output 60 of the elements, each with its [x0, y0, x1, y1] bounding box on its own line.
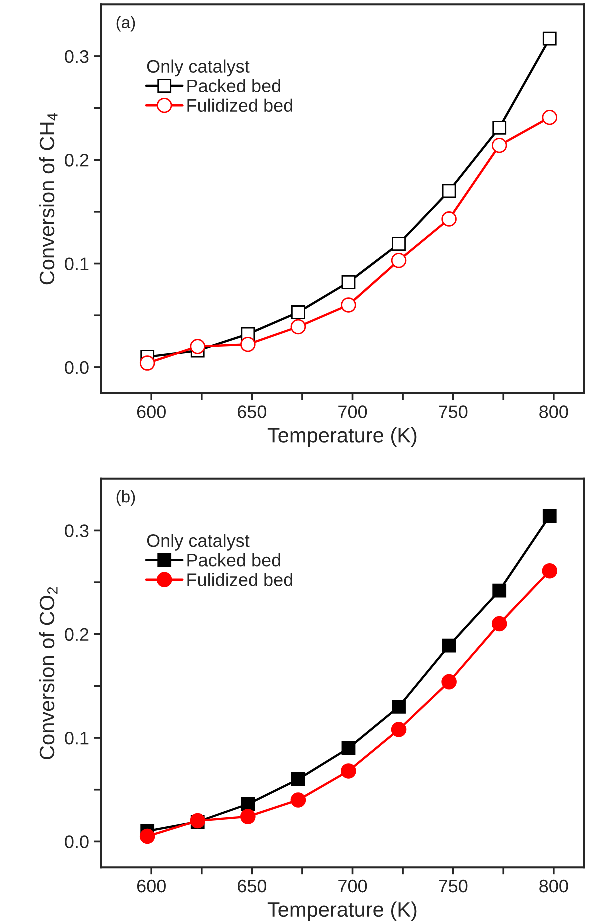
- x-tick-label: 800: [540, 880, 568, 893]
- x-tick-label: 800: [540, 406, 568, 418]
- point: [442, 674, 457, 690]
- point: [342, 275, 356, 290]
- point: [542, 564, 558, 579]
- legend-label: Fulidized bed: [188, 98, 292, 112]
- point: [391, 722, 407, 738]
- point: [292, 306, 306, 320]
- legend-title: Only catalyst: [147, 534, 250, 551]
- x-axis-title: Temperature (K): [268, 428, 417, 447]
- y-tick-label: 0.2: [65, 628, 89, 642]
- point: [442, 184, 456, 198]
- point: [241, 797, 256, 812]
- point: [341, 764, 356, 779]
- point: [542, 509, 557, 524]
- y-axis-title: Conversion of CO$_{2}$: [39, 587, 58, 760]
- x-tick-label: 650: [238, 880, 267, 893]
- point: [342, 741, 356, 756]
- point: [190, 339, 206, 354]
- x-tick-label: 600: [137, 406, 166, 418]
- point: [392, 700, 406, 714]
- point: [442, 638, 456, 653]
- y-tick-label: 0.1: [65, 732, 89, 745]
- point: [341, 298, 356, 313]
- point: [290, 792, 306, 808]
- point: [492, 616, 508, 632]
- point: [392, 237, 406, 252]
- legend-title: Only catalyst: [147, 60, 250, 77]
- legend-label: Packed bed: [188, 79, 280, 93]
- y-tick-label: 0.0: [65, 836, 89, 848]
- point: [140, 828, 156, 844]
- x-axis-title: Temperature (K): [268, 902, 417, 922]
- x-tick-label: 750: [439, 406, 468, 418]
- y-tick-label: 0.1: [65, 258, 89, 270]
- legend-label: Packed bed: [188, 554, 280, 567]
- point: [542, 110, 558, 126]
- point: [391, 253, 407, 268]
- y-tick-label: 0.0: [65, 361, 89, 374]
- point: [240, 336, 256, 352]
- point: [492, 121, 507, 135]
- x-tick-label: 750: [439, 880, 468, 893]
- point: [140, 356, 156, 371]
- point: [492, 584, 507, 598]
- point: [492, 138, 508, 154]
- x-tick-label: 700: [338, 406, 368, 418]
- y-tick-label: 0.3: [65, 50, 89, 64]
- legend-label: Fulidized bed: [188, 573, 292, 586]
- x-tick-label: 650: [238, 406, 267, 418]
- x-tick-label: 600: [137, 880, 166, 893]
- annotation: (b): [116, 490, 136, 506]
- point: [240, 809, 256, 824]
- y-axis-title: Conversion of CH$_{4}$: [39, 113, 58, 285]
- x-tick-label: 700: [338, 880, 368, 893]
- y-tick-label: 0.2: [65, 154, 89, 167]
- point: [542, 32, 557, 46]
- point: [292, 772, 306, 786]
- y-tick-label: 0.3: [65, 524, 89, 538]
- annotation: (a): [116, 16, 136, 32]
- point: [442, 212, 457, 227]
- point: [290, 319, 306, 335]
